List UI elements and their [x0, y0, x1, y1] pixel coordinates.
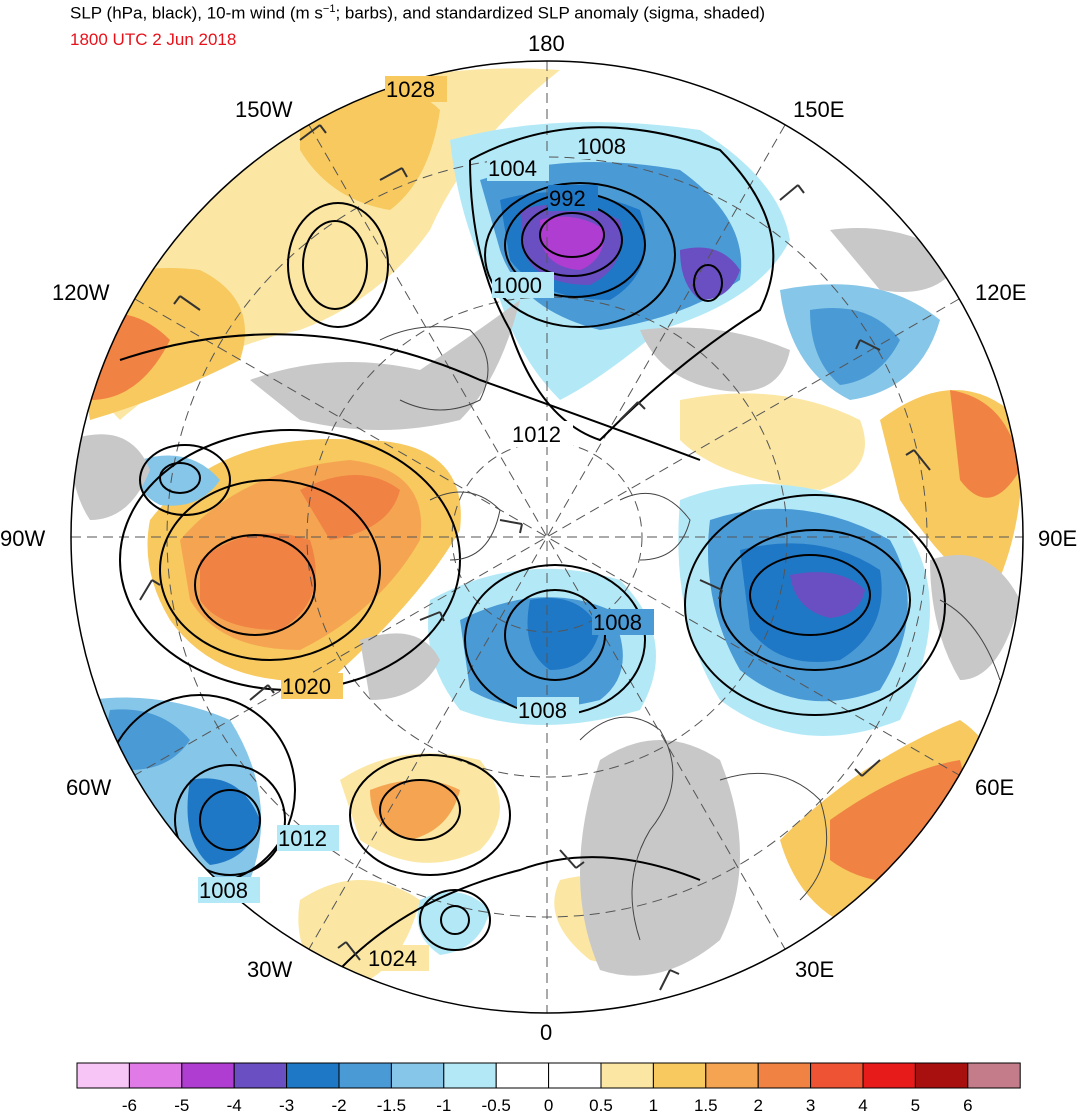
colorbar-box	[967, 1062, 1021, 1089]
lon-label-30e: 30E	[795, 957, 834, 982]
colorbar-box	[548, 1062, 602, 1089]
colorbar-tick-label: 1	[649, 1096, 658, 1112]
colorbar-box	[810, 1062, 864, 1089]
lon-label-120w: 120W	[52, 280, 110, 305]
colorbar-box	[600, 1062, 654, 1089]
contour-label: 1028	[386, 77, 435, 102]
lon-label-120e: 120E	[975, 280, 1026, 305]
polar-stereographic-map: 1028 1008 1004 992 1000 1012 1008 1008 1…	[0, 31, 1077, 1045]
lon-label-90e: 90E	[1038, 526, 1077, 551]
colorbar-box	[338, 1062, 392, 1089]
colorbar-box	[862, 1062, 916, 1089]
lon-label-180: 180	[528, 31, 565, 56]
lon-label-60e: 60E	[975, 775, 1014, 800]
contour-label: 992	[549, 186, 586, 211]
colorbar-tick-label: 2	[753, 1096, 762, 1112]
colorbar-box	[757, 1062, 812, 1089]
colorbar-tick-label: 3	[806, 1096, 815, 1112]
colorbar-tick-label: -6	[122, 1096, 137, 1112]
colorbar-box	[914, 1062, 969, 1089]
lon-label-90w: 90W	[0, 526, 45, 551]
contour-label: 1024	[368, 946, 417, 971]
contour-label: 1020	[282, 674, 331, 699]
lon-label-150e: 150E	[793, 97, 844, 122]
colorbar-box	[76, 1062, 130, 1089]
colorbar-box	[233, 1062, 288, 1089]
lon-label-0: 0	[540, 1020, 552, 1045]
colorbar-tick-label: -0.5	[482, 1096, 511, 1112]
positive-anomaly-shading	[71, 68, 1022, 990]
contour-label: 1000	[493, 273, 542, 298]
colorbar-box	[705, 1062, 759, 1089]
colorbar-tick-label: -3	[279, 1096, 294, 1112]
coastlines	[379, 326, 1001, 941]
contour-label: 1008	[577, 134, 626, 159]
lon-label-30w: 30W	[247, 957, 292, 982]
colorbar-tick-label: 0.5	[589, 1096, 613, 1112]
colorbar-box	[495, 1062, 550, 1089]
colorbar-tick-label: -5	[174, 1096, 189, 1112]
lon-label-150w: 150W	[235, 97, 293, 122]
colorbar-box	[286, 1062, 340, 1089]
colorbar-boxes	[76, 1062, 1021, 1089]
colorbar-tick-label: 6	[963, 1096, 972, 1112]
lon-label-60w: 60W	[66, 775, 111, 800]
colorbar-box	[443, 1062, 497, 1089]
colorbar-box	[390, 1062, 445, 1089]
colorbar-box	[181, 1062, 235, 1089]
colorbar-tick-label: 1.5	[694, 1096, 718, 1112]
colorbar-box	[128, 1062, 183, 1089]
contour-label: 1012	[512, 422, 561, 447]
wind-barbs	[139, 124, 931, 991]
map-frame	[70, 60, 1024, 1014]
colorbar-tick-label: -2	[331, 1096, 346, 1112]
land-shading	[71, 228, 1020, 976]
anomaly-colorbar: -6 -5 -4 -3 -2 -1.5 -1 -0.5 0 0.5 1 1.5 2 3 4 5 6	[76, 1062, 1021, 1112]
map-title: SLP (hPa, black), 10-m wind (m s−1; barb…	[70, 3, 766, 23]
colorbar-tick-label: 4	[858, 1096, 867, 1112]
colorbar-tick-label: 5	[911, 1096, 920, 1112]
contour-label: 1008	[593, 610, 642, 635]
valid-time-label: 1800 UTC 2 Jun 2018	[70, 30, 237, 49]
contour-label: 1008	[518, 698, 567, 723]
colorbar-box	[652, 1062, 707, 1089]
longitude-labels: 180 150E 120E 90E 60E 30E 0 30W 60W 90W …	[0, 31, 1077, 1045]
contour-label: 1008	[199, 878, 248, 903]
colorbar-tick-label: -4	[227, 1096, 242, 1112]
colorbar-tick-label: -1.5	[377, 1096, 406, 1112]
colorbar-tick-label: 0	[544, 1096, 553, 1112]
colorbar-tick-label: -1	[436, 1096, 451, 1112]
colorbar-labels: -6 -5 -4 -3 -2 -1.5 -1 -0.5 0 0.5 1 1.5 2 3 4 5 6	[122, 1096, 973, 1112]
contour-label-group: 1028 1008 1004 992 1000 1012 1008 1008 1…	[198, 76, 654, 971]
contour-label: 1004	[488, 156, 537, 181]
contour-label: 1012	[278, 826, 327, 851]
